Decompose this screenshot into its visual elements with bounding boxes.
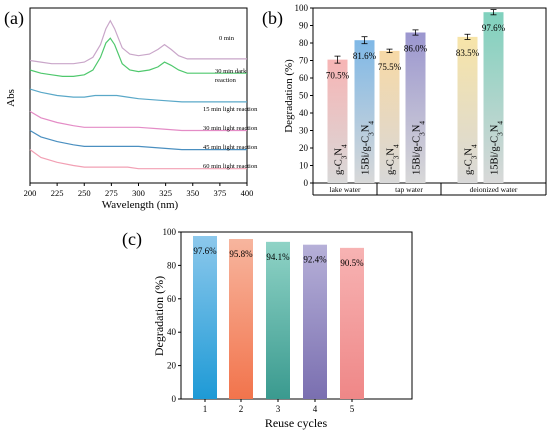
panel-a-uv-vis-chart: (a) 200 225 250 275 300 325 350 375 400 0 min 30 … [4,7,258,211]
panel-a-x-tick-label: 375 [214,188,227,198]
panel-c-reuse-cycles-chart: (c) 0 20 40 60 80 100 97.6% 1 95.8% 2 94.1% 3 92.4%… [122,227,413,430]
panel-a-series-label: 30 min dark [215,68,247,75]
panel-a-x-tick-label: 400 [241,188,254,198]
panel-b-y-tick-label: 40 [299,108,309,118]
panel-b-bar [327,59,348,183]
panel-a-series-label: 60 min light reaction [203,163,258,170]
panel-a-x-tick-label: 200 [24,188,37,198]
panel-b-group-label: deionized water [470,185,518,194]
panel-c-y-tick-label: 20 [167,361,177,371]
panel-b-y-tick-label: 90 [299,21,309,31]
panel-c-label: (c) [122,229,142,250]
panel-b-value-label: 86.0% [404,44,428,54]
panel-c-bar [266,241,290,399]
panel-a-series-line-1 [29,37,247,78]
panel-c-value-label: 90.5% [340,258,364,268]
panel-b-category-label: 15Bi/g-C3N4 [490,121,505,175]
panel-b-category-label: g-C3N4 [386,144,401,175]
panel-b-y-tick-label: 70 [299,56,309,66]
panel-c-y-axis-label: Degradation (%) [152,276,166,356]
panel-b-y-tick-label: 100 [295,3,309,13]
panel-a-x-tick-label: 275 [105,188,118,198]
panel-b-bar [354,40,375,184]
panel-c-bar [193,236,217,399]
panel-a-series-label: reaction [215,77,237,84]
panel-a-series-line-4 [29,129,247,151]
panel-c-y-tick-label: 0 [172,394,177,404]
panel-a-series-label: 45 min light reaction [203,144,258,151]
panel-c-bar [303,244,327,399]
panel-c-value-label: 94.1% [266,252,290,262]
panel-c-x-tick-label: 3 [276,404,281,414]
panel-a-y-axis-label: Abs [5,89,17,107]
panel-a-series-line-0 [29,19,247,65]
panel-b-value-label: 83.5% [456,48,480,58]
panel-b-y-tick-label: 30 [299,126,309,136]
panel-b-bar [379,50,400,183]
panel-c-x-tick-label: 4 [313,404,318,414]
panel-c-value-label: 92.4% [303,255,327,265]
panel-b-bar [483,12,504,184]
panel-c-value-label: 97.6% [193,246,217,256]
panel-c-y-tick-label: 60 [167,294,177,304]
panel-c-bar [229,239,253,399]
panel-a-series-label: 0 min [219,35,235,42]
panel-c-y-tick-label: 80 [167,260,177,270]
panel-b-category-label: g-C3N4 [334,144,349,175]
panel-b-value-label: 97.6% [482,23,506,33]
panel-c-x-tick-label: 2 [239,404,244,414]
panel-c-x-axis-label: Reuse cycles [265,416,328,430]
panel-a-x-tick-label: 225 [51,188,64,198]
panel-b-y-tick-label: 60 [299,73,309,83]
panel-b-category-label: 15Bi/g-C3N4 [361,121,376,175]
panel-b-value-label: 81.6% [353,51,377,61]
panel-a-x-tick-label: 250 [78,188,91,198]
panel-c-bar [340,247,364,399]
panel-a-x-tick-label: 300 [132,188,145,198]
panel-b-water-source-chart: (b) 0 10 20 30 40 50 60 70 80 90 100 70.5% g-C3N4 81… [262,3,547,196]
panel-a-x-axis-label: Wavelength (nm) [102,199,179,211]
panel-c-x-tick-label: 5 [350,404,355,414]
panel-b-y-tick-label: 50 [299,91,309,101]
panel-b-y-tick-label: 10 [299,161,309,171]
panel-b-y-axis-label: Degradation (%) [283,59,295,133]
panel-c-y-tick-label: 40 [167,327,177,337]
panel-b-y-tick-label: 0 [304,178,309,188]
panel-a-x-tick-label: 325 [159,188,172,198]
panel-a-series-line-5 [29,149,247,170]
panel-a-series-line-2 [29,88,247,103]
panel-c-plot-frame [180,231,413,400]
panel-a-series-label: 30 min light reaction [203,125,258,132]
panel-c-value-label: 95.8% [229,249,253,259]
panel-b-y-tick-label: 20 [299,143,309,153]
panel-b-label: (b) [262,8,283,29]
panel-b-y-tick-label: 80 [299,38,309,48]
panel-b-value-label: 70.5% [326,71,350,81]
panel-a-series-line-3 [29,110,247,132]
panel-b-category-label: g-C3N4 [464,144,479,175]
panel-a-x-tick-label: 350 [186,188,199,198]
panel-a-series-label: 15 min light reaction [203,106,258,113]
panel-b-value-label: 75.5% [378,62,402,72]
panel-b-group-label: lake water [329,185,361,194]
panel-c-x-tick-label: 1 [203,404,208,414]
panel-b-group-label: tap water [395,185,423,194]
panel-a-label: (a) [4,8,24,29]
panel-b-category-label: 15Bi/g-C3N4 [412,121,427,175]
panel-b-bar [457,36,478,183]
panel-c-y-tick-label: 100 [163,227,177,237]
panel-b-bar [405,32,426,183]
